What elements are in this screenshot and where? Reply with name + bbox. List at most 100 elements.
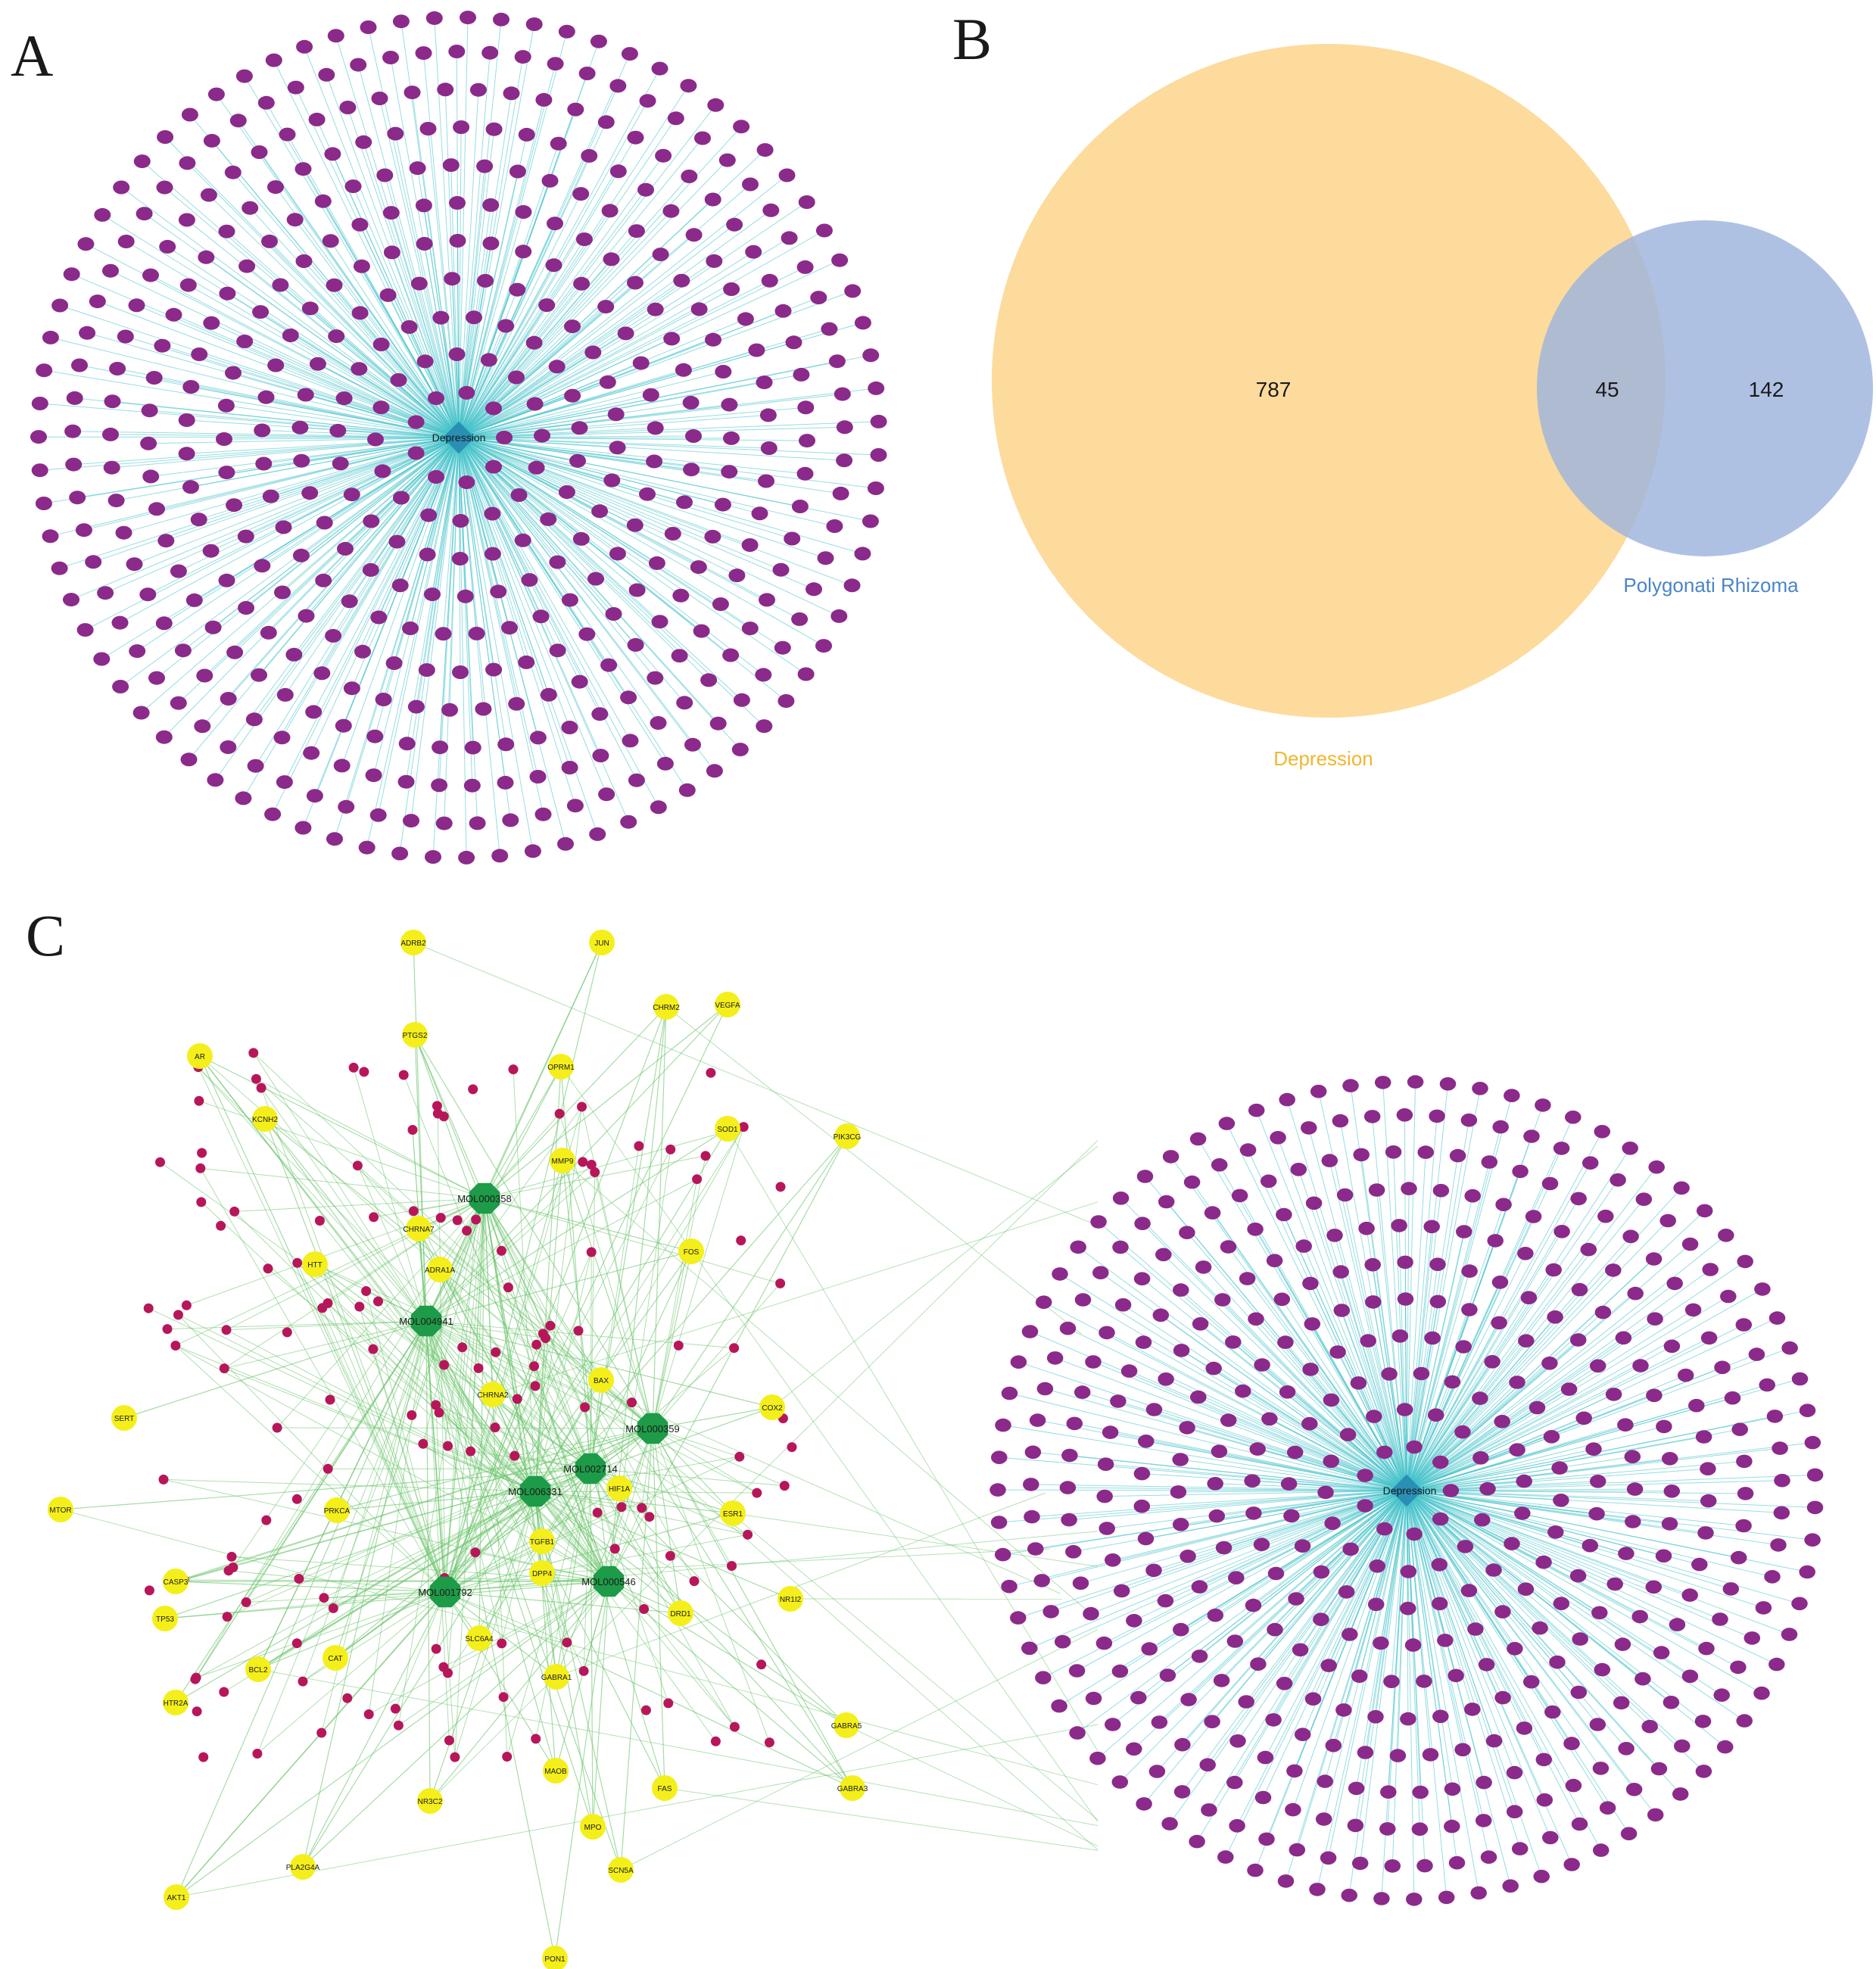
panel-a-gene-node bbox=[444, 272, 461, 286]
panel-c-gene-node bbox=[1681, 1237, 1699, 1251]
panel-a-gene-node bbox=[759, 593, 775, 607]
panel-c-gene-node bbox=[1781, 1341, 1798, 1355]
compound-ingredient-edge bbox=[425, 1320, 584, 1671]
panel-a-gene-node bbox=[508, 696, 525, 711]
panel-c-gene-node bbox=[1406, 1527, 1423, 1541]
panel-c-gene-node bbox=[1553, 1142, 1570, 1155]
panel-c-gene-node bbox=[1411, 1822, 1429, 1837]
panel-c-gene-node bbox=[1074, 1293, 1092, 1307]
panel-c-gene-node bbox=[1560, 1382, 1578, 1396]
panel-a-edge bbox=[458, 437, 685, 703]
panel-a-gene-node bbox=[431, 778, 448, 793]
panel-c-edge bbox=[1314, 1203, 1407, 1491]
panel-a-gene-node bbox=[868, 381, 885, 395]
panel-a-gene-node bbox=[484, 506, 501, 521]
compound-target-edge bbox=[560, 1066, 591, 1469]
panel-c-gene-node bbox=[1444, 1375, 1461, 1389]
ingredient-node bbox=[431, 1400, 441, 1410]
panel-a-gene-node bbox=[391, 578, 409, 593]
panel-c-gene-node bbox=[1731, 1422, 1748, 1437]
panel-c-edge bbox=[1268, 1181, 1407, 1491]
panel-c-gene-node bbox=[1650, 1762, 1668, 1776]
panel-a-gene-node bbox=[419, 122, 437, 136]
target-gene-edge bbox=[439, 1269, 1098, 1821]
panel-a-gene-node bbox=[834, 387, 851, 401]
ingredient-node bbox=[196, 1197, 207, 1207]
panel-a-gene-node bbox=[678, 783, 696, 797]
target-label: AR bbox=[195, 1053, 205, 1061]
panel-a-gene-node bbox=[407, 699, 425, 714]
panel-a-gene-node bbox=[235, 791, 252, 805]
panel-a-edge bbox=[423, 53, 460, 438]
panel-a-gene-node bbox=[365, 768, 382, 783]
target-label: OPRM1 bbox=[547, 1064, 575, 1072]
panel-a-gene-node bbox=[569, 453, 586, 468]
panel-a-gene-node bbox=[718, 153, 736, 167]
panel-a-gene-node bbox=[502, 813, 519, 827]
panel-a-gene-node bbox=[652, 248, 669, 262]
ingredient-node bbox=[361, 1286, 372, 1296]
panel-a-gene-node bbox=[437, 83, 454, 97]
panel-c-edge bbox=[1017, 1490, 1407, 1619]
panel-a-gene-node bbox=[410, 276, 428, 291]
panel-c-gene-node bbox=[1663, 1484, 1681, 1498]
panel-c-gene-node bbox=[1432, 1183, 1450, 1198]
panel-c-edge bbox=[1406, 1288, 1763, 1491]
target-node bbox=[668, 1600, 693, 1626]
ingredient-node bbox=[143, 1303, 154, 1313]
compound-target-edge bbox=[175, 1581, 446, 1593]
panel-c-edge bbox=[1329, 1160, 1407, 1491]
panel-a-edge bbox=[316, 119, 460, 438]
target-gene-edge bbox=[732, 1513, 1098, 1567]
panel-a-gene-node bbox=[140, 436, 157, 450]
panel-a-gene-node bbox=[532, 609, 550, 624]
panel-a-gene-node bbox=[704, 529, 721, 544]
panel-c-gene-node bbox=[1279, 1385, 1296, 1399]
panel-a-gene-node bbox=[721, 397, 738, 412]
panel-a-gene-node bbox=[464, 740, 481, 755]
panel-a-gene-node bbox=[609, 441, 626, 455]
compound-ingredient-edge bbox=[559, 1114, 653, 1429]
panel-a-edge bbox=[86, 332, 460, 438]
ingredient-node bbox=[616, 1502, 627, 1513]
panel-c-edge bbox=[1074, 1422, 1407, 1491]
compound-ingredient-edge bbox=[253, 1052, 653, 1429]
panel-a-gene-node bbox=[830, 609, 848, 623]
panel-c-gene-node bbox=[1295, 1239, 1312, 1253]
panel-c-gene-node bbox=[1506, 1805, 1523, 1819]
panel-a-gene-node bbox=[627, 130, 644, 145]
panel-a-gene-node bbox=[75, 523, 92, 537]
panel-a-gene-node bbox=[425, 11, 443, 25]
panel-c-gene-node bbox=[1069, 1726, 1086, 1740]
panel-a-network: A Depression bbox=[11, 11, 887, 865]
ingredient-node bbox=[512, 1394, 522, 1404]
panel-c-gene-node bbox=[1674, 1739, 1691, 1753]
panel-c-gene-node bbox=[1438, 1890, 1455, 1905]
panel-c-gene-node bbox=[1570, 1192, 1587, 1206]
panel-a-gene-node bbox=[257, 390, 275, 404]
panel-a-gene-node bbox=[762, 203, 780, 217]
panel-c-edge bbox=[1406, 1490, 1558, 1663]
panel-a-edge bbox=[458, 371, 724, 438]
panel-a-gene-node bbox=[597, 115, 615, 129]
panel-c-edge bbox=[1406, 1490, 1511, 1886]
panel-c-gene-node bbox=[1397, 1292, 1414, 1306]
panel-a-gene-node bbox=[832, 486, 849, 500]
panel-c-gene-node bbox=[1373, 1636, 1389, 1650]
panel-a-edge bbox=[458, 437, 715, 771]
panel-c-gene-node bbox=[1098, 1326, 1115, 1340]
panel-c-edge bbox=[1180, 1459, 1407, 1491]
panel-a-gene-node bbox=[567, 102, 584, 117]
panel-a-edge bbox=[136, 437, 460, 652]
panel-a-edge bbox=[458, 143, 559, 438]
panel-c-edge bbox=[1133, 1490, 1407, 1749]
panel-a-gene-node bbox=[363, 514, 380, 528]
panel-a-edge bbox=[458, 437, 614, 615]
panel-c-gene-node bbox=[1059, 1321, 1077, 1335]
panel-a-gene-node bbox=[64, 424, 82, 438]
panel-c-gene-node bbox=[1617, 1418, 1634, 1432]
panel-a-gene-node bbox=[458, 385, 475, 400]
panel-c-gene-node bbox=[1211, 1157, 1228, 1172]
compound-target-edge bbox=[257, 1591, 446, 1670]
panel-c-gene-node bbox=[1267, 1566, 1285, 1581]
